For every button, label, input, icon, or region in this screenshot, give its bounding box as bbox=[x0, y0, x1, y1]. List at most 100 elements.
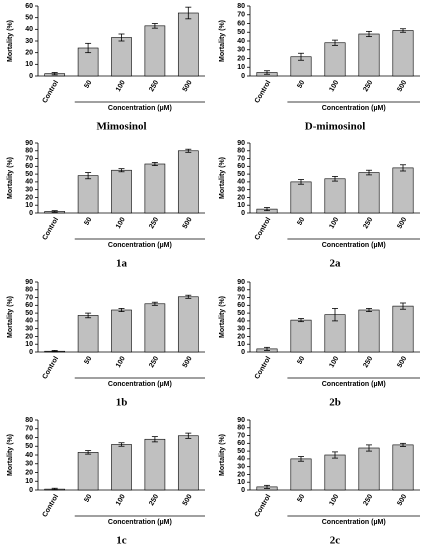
panel-caption: 2b bbox=[329, 397, 341, 409]
y-tick-label: 60 bbox=[237, 20, 245, 27]
y-axis-title: Mortality (%) bbox=[7, 434, 14, 476]
bar bbox=[392, 305, 414, 353]
y-tick-label: 60 bbox=[25, 3, 33, 10]
y-tick-label: 20 bbox=[237, 194, 245, 201]
y-tick-label: 20 bbox=[25, 469, 33, 476]
x-tick-label: 250 bbox=[362, 355, 374, 369]
y-tick-label: 20 bbox=[237, 333, 245, 340]
y-tick-label: 60 bbox=[25, 434, 33, 441]
bar bbox=[111, 37, 132, 77]
y-tick-label: 10 bbox=[25, 341, 33, 348]
x-tick-label: 250 bbox=[148, 493, 160, 507]
y-tick-label: 50 bbox=[237, 310, 245, 317]
y-tick-label: 80 bbox=[25, 287, 33, 294]
y-tick-label: 90 bbox=[25, 279, 33, 286]
bar bbox=[144, 438, 166, 491]
y-tick-label: 90 bbox=[237, 140, 245, 147]
y-tick-label: 30 bbox=[237, 464, 245, 471]
y-tick-label: 10 bbox=[237, 479, 245, 486]
y-axis-title: Mortality (%) bbox=[7, 157, 14, 199]
x-tick-label: 500 bbox=[182, 79, 194, 93]
y-axis-title: Mortality (%) bbox=[7, 20, 14, 62]
x-tick-label: 50 bbox=[83, 355, 93, 365]
y-tick-label: 0 bbox=[241, 487, 245, 494]
y-tick-label: 90 bbox=[237, 417, 245, 424]
y-tick-label: 50 bbox=[25, 171, 33, 178]
x-tick-label: Control bbox=[42, 355, 61, 380]
y-tick-label: 80 bbox=[237, 148, 245, 155]
x-tick-label: Control bbox=[42, 493, 61, 518]
x-tick-label: 50 bbox=[296, 355, 306, 365]
y-tick-label: 40 bbox=[25, 452, 33, 459]
x-tick-label: 250 bbox=[148, 79, 160, 93]
y-tick-label: 20 bbox=[25, 50, 33, 57]
y-axis-title: Mortality (%) bbox=[219, 157, 226, 199]
x-tick-label: Control bbox=[254, 79, 273, 104]
y-tick-label: 50 bbox=[237, 29, 245, 36]
x-tick-label: 100 bbox=[115, 216, 127, 230]
y-tick-label: 10 bbox=[237, 202, 245, 209]
bar bbox=[111, 444, 132, 491]
y-tick-label: 60 bbox=[237, 163, 245, 170]
bar bbox=[77, 452, 99, 491]
x-tick-label: 100 bbox=[328, 493, 340, 507]
bar bbox=[358, 309, 380, 353]
y-tick-label: 50 bbox=[237, 448, 245, 455]
y-tick-label: 30 bbox=[25, 461, 33, 468]
y-tick-label: 0 bbox=[29, 210, 33, 217]
y-tick-label: 0 bbox=[29, 73, 33, 80]
bar bbox=[144, 163, 166, 214]
y-axis-title: Mortality (%) bbox=[219, 20, 226, 62]
y-tick-label: 10 bbox=[237, 341, 245, 348]
y-tick-label: 80 bbox=[237, 3, 245, 10]
y-tick-label: 10 bbox=[25, 202, 33, 209]
bar bbox=[177, 12, 199, 77]
x-tick-label: 500 bbox=[396, 493, 408, 507]
x-tick-label: 500 bbox=[396, 355, 408, 369]
y-tick-label: 80 bbox=[25, 148, 33, 155]
y-tick-label: 30 bbox=[237, 187, 245, 194]
y-tick-label: 80 bbox=[237, 425, 245, 432]
y-tick-label: 70 bbox=[237, 155, 245, 162]
bar bbox=[177, 150, 199, 214]
x-tick-label: 250 bbox=[362, 79, 374, 93]
x-axis-title: Concentration (µM) bbox=[108, 105, 172, 112]
bar bbox=[392, 444, 414, 491]
y-tick-label: 10 bbox=[25, 478, 33, 485]
y-tick-label: 10 bbox=[25, 61, 33, 68]
x-tick-label: 100 bbox=[115, 355, 127, 369]
y-tick-label: 40 bbox=[25, 179, 33, 186]
y-tick-label: 70 bbox=[25, 155, 33, 162]
x-tick-label: 100 bbox=[328, 79, 340, 93]
y-tick-label: 10 bbox=[237, 64, 245, 71]
x-tick-label: Control bbox=[42, 216, 61, 241]
panel-caption: D-mimosinol bbox=[305, 121, 366, 133]
panel-caption: 2c bbox=[330, 535, 341, 547]
y-tick-label: 60 bbox=[25, 302, 33, 309]
x-tick-label: 500 bbox=[396, 79, 408, 93]
x-tick-label: 500 bbox=[182, 216, 194, 230]
y-tick-label: 50 bbox=[25, 310, 33, 317]
x-tick-label: 500 bbox=[182, 355, 194, 369]
bar bbox=[392, 167, 414, 214]
x-tick-label: 50 bbox=[83, 216, 93, 226]
y-tick-label: 40 bbox=[237, 456, 245, 463]
bar bbox=[392, 30, 414, 77]
y-tick-label: 0 bbox=[29, 349, 33, 356]
bar bbox=[324, 178, 346, 214]
x-tick-label: Control bbox=[254, 355, 273, 380]
y-tick-label: 0 bbox=[241, 73, 245, 80]
bar bbox=[144, 303, 166, 353]
x-axis-title: Concentration (µM) bbox=[108, 519, 172, 526]
y-tick-label: 40 bbox=[237, 318, 245, 325]
y-tick-label: 0 bbox=[29, 487, 33, 494]
x-tick-label: 50 bbox=[83, 79, 93, 89]
x-tick-label: 500 bbox=[396, 216, 408, 230]
bar bbox=[111, 309, 132, 353]
x-tick-label: 100 bbox=[328, 355, 340, 369]
bar bbox=[358, 33, 380, 77]
bar bbox=[290, 458, 312, 491]
y-tick-label: 40 bbox=[25, 26, 33, 33]
x-tick-label: 100 bbox=[115, 493, 127, 507]
panel-caption: 1b bbox=[116, 397, 128, 409]
